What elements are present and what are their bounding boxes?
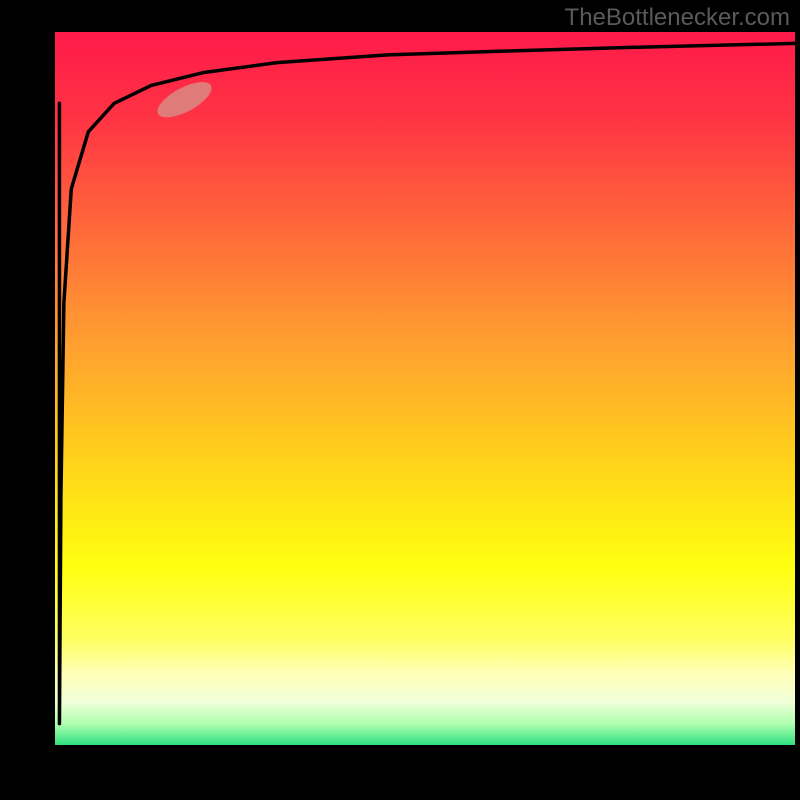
bottleneck-chart: TheBottlenecker.com xyxy=(0,0,800,800)
watermark-label: TheBottlenecker.com xyxy=(565,4,790,32)
chart-svg xyxy=(0,0,800,800)
plot-area xyxy=(55,32,795,745)
